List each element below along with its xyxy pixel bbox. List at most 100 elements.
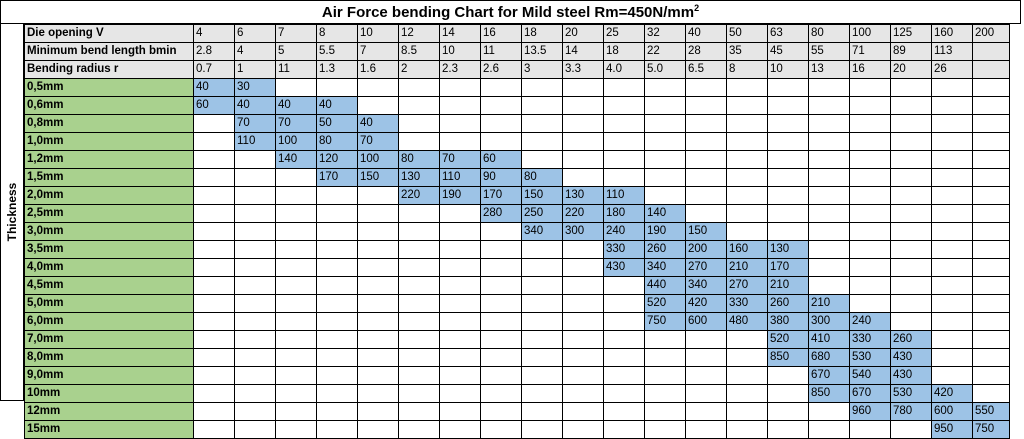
thickness-row: 1,5mm 170 150 130 110 90 80	[24, 168, 1010, 187]
empty-cell	[931, 312, 973, 331]
empty-cell	[931, 366, 973, 385]
force-value-cell: 40	[316, 96, 358, 115]
force-value-cell: 40	[357, 114, 399, 133]
empty-cell	[644, 114, 686, 133]
empty-cell	[685, 384, 727, 403]
force-value-cell: 70	[275, 114, 317, 133]
force-value-cell: 300	[808, 312, 850, 331]
empty-cell	[767, 384, 809, 403]
empty-cell	[398, 222, 440, 241]
force-value-cell: 220	[562, 204, 604, 223]
empty-cell	[193, 276, 235, 295]
empty-cell	[972, 384, 1010, 403]
empty-cell	[316, 366, 358, 385]
thickness-row: 2,5mm 280 250 220 180 140	[24, 204, 1010, 223]
empty-cell	[972, 96, 1010, 115]
header-cell: 5.0	[644, 60, 686, 79]
empty-cell	[357, 384, 399, 403]
empty-cell	[357, 330, 399, 349]
empty-cell	[644, 348, 686, 367]
thickness-label: 0,5mm	[24, 78, 194, 97]
empty-cell	[685, 150, 727, 169]
force-value-cell: 300	[562, 222, 604, 241]
force-value-cell: 50	[316, 114, 358, 133]
empty-cell	[931, 150, 973, 169]
force-value-cell: 430	[890, 348, 932, 367]
force-value-cell: 130	[767, 240, 809, 259]
empty-cell	[316, 78, 358, 97]
force-value-cell: 340	[521, 222, 563, 241]
empty-cell	[849, 78, 891, 97]
thickness-label: 12mm	[24, 402, 194, 421]
empty-cell	[439, 222, 481, 241]
empty-cell	[808, 78, 850, 97]
empty-cell	[562, 240, 604, 259]
empty-cell	[808, 186, 850, 205]
force-value-cell: 120	[316, 150, 358, 169]
empty-cell	[603, 96, 645, 115]
empty-cell	[685, 204, 727, 223]
empty-cell	[521, 384, 563, 403]
empty-cell	[849, 222, 891, 241]
empty-cell	[808, 258, 850, 277]
empty-cell	[808, 420, 850, 439]
empty-cell	[890, 258, 932, 277]
thickness-row: 9,0mm 670 540 430	[24, 366, 1010, 385]
header-cell: 6.5	[685, 60, 727, 79]
empty-cell	[234, 240, 276, 259]
force-value-cell: 670	[808, 366, 850, 385]
empty-cell	[357, 240, 399, 259]
empty-cell	[439, 78, 481, 97]
empty-cell	[275, 330, 317, 349]
empty-cell	[193, 204, 235, 223]
header-cell: 16	[480, 24, 522, 43]
empty-cell	[480, 114, 522, 133]
empty-cell	[808, 222, 850, 241]
empty-cell	[316, 420, 358, 439]
force-value-cell: 200	[685, 240, 727, 259]
empty-cell	[193, 132, 235, 151]
empty-cell	[767, 168, 809, 187]
thickness-row: 1,2mm 140 120 100 80 70 60	[24, 150, 1010, 169]
empty-cell	[357, 78, 399, 97]
empty-cell	[521, 78, 563, 97]
empty-cell	[480, 312, 522, 331]
empty-cell	[521, 366, 563, 385]
empty-cell	[439, 204, 481, 223]
empty-cell	[726, 96, 768, 115]
empty-cell	[603, 132, 645, 151]
empty-cell	[972, 330, 1010, 349]
force-value-cell: 260	[890, 330, 932, 349]
thickness-label: 7,0mm	[24, 330, 194, 349]
force-value-cell: 60	[193, 96, 235, 115]
force-value-cell: 750	[644, 312, 686, 331]
force-value-cell: 140	[275, 150, 317, 169]
empty-cell	[931, 114, 973, 133]
force-value-cell: 80	[398, 150, 440, 169]
empty-cell	[849, 204, 891, 223]
empty-cell	[644, 330, 686, 349]
empty-cell	[275, 240, 317, 259]
header-cell: 10	[439, 42, 481, 61]
header-cell	[972, 42, 1010, 61]
force-value-cell: 430	[890, 366, 932, 385]
empty-cell	[562, 366, 604, 385]
empty-cell	[316, 204, 358, 223]
force-value-cell: 130	[562, 186, 604, 205]
empty-cell	[603, 420, 645, 439]
empty-cell	[972, 240, 1010, 259]
empty-cell	[398, 132, 440, 151]
force-value-cell: 440	[644, 276, 686, 295]
empty-cell	[316, 348, 358, 367]
empty-cell	[234, 204, 276, 223]
header-cell: 5	[275, 42, 317, 61]
force-value-cell: 520	[644, 294, 686, 313]
empty-cell	[726, 114, 768, 133]
empty-cell	[521, 258, 563, 277]
thickness-label: 4,0mm	[24, 258, 194, 277]
header-cell: 6	[234, 24, 276, 43]
empty-cell	[603, 348, 645, 367]
force-value-cell: 70	[439, 150, 481, 169]
thickness-label: 3,5mm	[24, 240, 194, 259]
thickness-row: 6,0mm 750 600 480 380 300 240	[24, 312, 1010, 331]
